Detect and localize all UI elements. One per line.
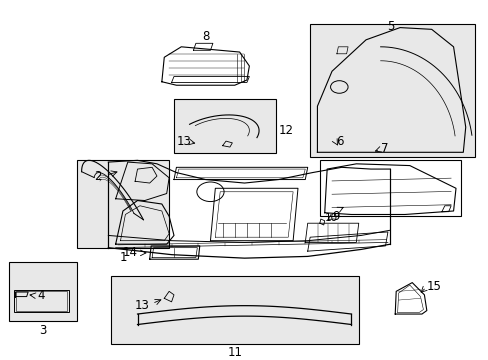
Bar (111, 276, 358, 344)
Text: 11: 11 (227, 346, 242, 359)
Text: 14: 14 (122, 246, 137, 260)
Bar (174, 99, 276, 153)
Text: 2: 2 (94, 170, 101, 183)
Text: 6: 6 (335, 135, 343, 148)
Bar (14, 289, 69, 312)
Text: 15: 15 (426, 280, 441, 293)
Text: 10: 10 (324, 213, 337, 224)
Text: 9: 9 (331, 210, 339, 223)
Bar (77, 160, 169, 248)
Text: 13: 13 (176, 135, 191, 148)
Text: 5: 5 (386, 20, 393, 33)
Text: 8: 8 (202, 30, 209, 43)
Text: 12: 12 (278, 124, 293, 137)
Text: 1: 1 (119, 251, 126, 264)
Text: 4: 4 (38, 289, 45, 302)
Bar (319, 160, 460, 216)
Bar (309, 24, 474, 157)
Text: 7: 7 (380, 142, 387, 155)
Bar (9, 262, 77, 321)
Text: 13: 13 (135, 299, 149, 312)
Bar (16, 291, 67, 311)
Text: 3: 3 (39, 324, 46, 337)
